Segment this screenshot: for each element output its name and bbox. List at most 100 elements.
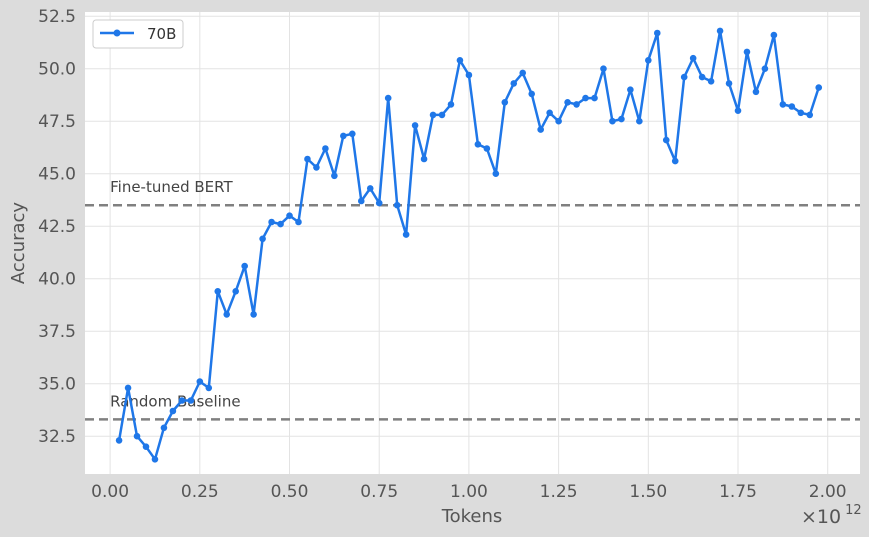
data-point xyxy=(375,199,383,207)
data-point xyxy=(546,109,553,117)
data-point xyxy=(680,73,688,81)
data-point xyxy=(689,54,697,62)
data-point xyxy=(268,218,275,226)
data-point xyxy=(151,456,159,463)
data-point xyxy=(331,172,338,180)
data-point xyxy=(366,185,374,192)
data-point xyxy=(241,262,248,270)
reference-line-label: Fine-tuned BERT xyxy=(110,178,233,196)
data-point xyxy=(447,101,455,108)
x-tick-label: 0.00 xyxy=(91,482,129,502)
data-point xyxy=(698,73,706,81)
y-tick-label: 45.0 xyxy=(38,165,76,185)
data-point xyxy=(501,99,509,106)
data-point xyxy=(304,155,311,163)
x-tick-label: 1.50 xyxy=(629,482,667,502)
data-point xyxy=(716,27,724,35)
data-point xyxy=(438,111,446,119)
data-point xyxy=(133,432,141,440)
data-point xyxy=(286,212,293,219)
data-point xyxy=(393,201,401,209)
data-point xyxy=(178,397,186,404)
data-point xyxy=(465,71,473,79)
data-point xyxy=(564,99,571,106)
legend-box xyxy=(92,19,184,49)
y-tick-label: 37.5 xyxy=(38,322,76,342)
x-axis-multiplier: ×10 12 xyxy=(801,503,862,528)
data-point xyxy=(115,437,123,444)
data-point xyxy=(618,115,625,123)
data-point xyxy=(734,107,742,114)
data-point xyxy=(797,109,805,117)
data-point xyxy=(582,94,589,102)
data-point xyxy=(160,424,168,432)
data-point xyxy=(725,80,733,87)
data-point xyxy=(743,48,751,56)
y-axis-ticks: 32.5 35.0 37.5 40.0 42.5 45.0 47.5 50.0 52.5 xyxy=(38,7,76,447)
x-tick-label: 0.50 xyxy=(271,482,309,502)
x-tick-label: 1.75 xyxy=(719,482,757,502)
data-point xyxy=(510,80,518,87)
y-tick-label: 32.5 xyxy=(38,427,76,447)
data-point xyxy=(707,78,715,85)
data-point xyxy=(411,122,419,129)
data-point xyxy=(555,117,562,125)
x-tick-label: 0.25 xyxy=(181,482,219,502)
grid xyxy=(85,12,860,474)
data-point xyxy=(420,155,428,163)
data-point xyxy=(645,57,652,64)
reference-lines: Fine-tuned BERT Random Baseline xyxy=(85,178,860,421)
data-point xyxy=(662,136,670,144)
y-axis-label: Accuracy xyxy=(8,202,29,285)
data-point xyxy=(806,111,814,119)
data-point xyxy=(313,164,320,171)
data-point xyxy=(600,65,607,72)
data-point xyxy=(492,170,500,177)
data-point xyxy=(627,86,634,93)
data-point xyxy=(752,88,760,96)
x-tick-label: 0.75 xyxy=(360,482,398,502)
data-point xyxy=(609,117,616,125)
legend-marker-70b xyxy=(113,29,121,37)
data-point xyxy=(295,218,302,226)
data-point xyxy=(483,145,491,152)
x-axis-label: Tokens xyxy=(441,506,503,527)
data-point xyxy=(456,57,464,64)
data-point xyxy=(384,94,392,102)
data-point xyxy=(259,235,266,243)
data-point xyxy=(761,65,769,72)
data-point xyxy=(779,101,787,108)
data-point xyxy=(223,311,231,318)
legend-label-70b: 70B xyxy=(147,25,176,43)
data-point xyxy=(232,288,239,295)
data-point xyxy=(815,84,823,91)
y-tick-label: 40.0 xyxy=(38,270,76,290)
data-point xyxy=(770,31,778,39)
data-point xyxy=(124,384,132,392)
data-point xyxy=(169,407,177,415)
x-tick-label: 1.00 xyxy=(450,482,488,502)
data-point xyxy=(205,384,213,392)
data-point xyxy=(573,101,580,108)
x-tick-label: 1.25 xyxy=(540,482,578,502)
reference-line-label: Random Baseline xyxy=(110,392,240,410)
y-tick-label: 47.5 xyxy=(38,112,76,132)
y-tick-label: 50.0 xyxy=(38,60,76,80)
data-point xyxy=(636,117,643,125)
data-point xyxy=(357,197,365,205)
data-point xyxy=(528,90,536,98)
data-point xyxy=(322,145,329,152)
y-tick-label: 52.5 xyxy=(38,7,76,27)
data-point xyxy=(187,397,195,404)
data-point xyxy=(142,443,150,451)
data-point xyxy=(429,111,437,119)
data-point xyxy=(788,103,796,110)
data-point xyxy=(277,220,284,228)
data-point xyxy=(537,126,544,133)
data-point xyxy=(474,141,482,148)
y-tick-label: 42.5 xyxy=(38,217,76,237)
data-point xyxy=(653,29,661,37)
data-point xyxy=(196,378,204,385)
